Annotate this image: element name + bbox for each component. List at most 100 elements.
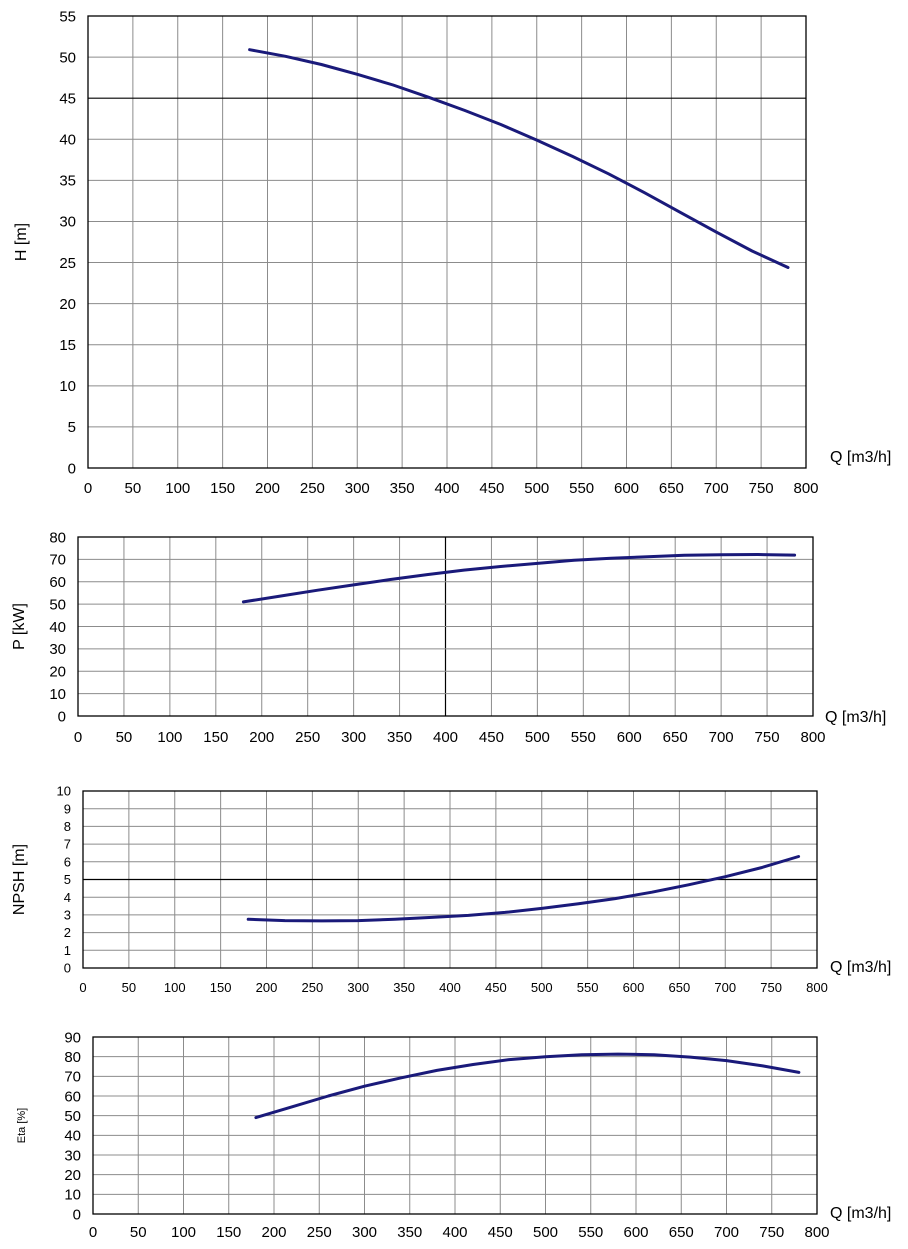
y-tick-label: 55 <box>59 8 76 25</box>
x-tick-label: 550 <box>577 980 599 995</box>
y-tick-label: 7 <box>64 837 71 852</box>
y-tick-label: 9 <box>64 801 71 816</box>
x-tick-label: 450 <box>485 980 507 995</box>
y-tick-label: 70 <box>64 1069 81 1086</box>
x-tick-label: 50 <box>130 1224 147 1241</box>
x-tick-label: 750 <box>759 1224 784 1241</box>
x-tick-label: 500 <box>531 980 553 995</box>
y-tick-label: 15 <box>59 337 76 354</box>
y-tick-label: 10 <box>64 1187 81 1204</box>
x-tick-label: 50 <box>116 729 133 746</box>
x-tick-label: 350 <box>390 480 415 497</box>
x-tick-label: 200 <box>249 729 274 746</box>
x-axis-label: Q [m3/h] <box>825 709 886 726</box>
y-tick-label: 0 <box>73 1206 81 1223</box>
y-tick-label: 0 <box>68 460 76 477</box>
x-tick-label: 50 <box>122 980 136 995</box>
x-tick-label: 150 <box>203 729 228 746</box>
series-curve-1 <box>241 553 797 604</box>
y-tick-label: 70 <box>49 552 66 569</box>
y-tick-label: 6 <box>64 854 71 869</box>
series-curve-1 <box>254 1052 801 1120</box>
x-tick-label: 500 <box>525 729 550 746</box>
y-tick-label: 4 <box>64 890 71 905</box>
y-tick-label: 50 <box>59 49 76 66</box>
x-tick-label: 550 <box>569 480 594 497</box>
y-tick-label: 10 <box>49 686 66 703</box>
x-tick-label: 800 <box>793 480 818 497</box>
x-tick-label: 350 <box>397 1224 422 1241</box>
chart-panel-2: 0 50 100 150 200 250 300 350 400 450 500 550 600 650 7… <box>11 529 886 746</box>
x-tick-label: 350 <box>393 980 415 995</box>
x-tick-label: 0 <box>84 480 92 497</box>
series-curve-1 <box>248 48 790 269</box>
x-tick-label: 300 <box>352 1224 377 1241</box>
y-tick-label: 8 <box>64 819 71 834</box>
x-tick-label: 200 <box>255 480 280 497</box>
x-tick-label: 250 <box>307 1224 332 1241</box>
y-tick-label: 35 <box>59 173 76 190</box>
x-tick-label: 600 <box>617 729 642 746</box>
x-tick-label: 300 <box>345 480 370 497</box>
x-tick-label: 700 <box>714 1224 739 1241</box>
y-tick-label: 10 <box>57 784 71 799</box>
x-tick-label: 200 <box>261 1224 286 1241</box>
x-tick-label: 700 <box>704 480 729 497</box>
x-tick-label: 300 <box>347 980 369 995</box>
x-tick-label: 750 <box>755 729 780 746</box>
chart-panel-3: 0 50 100 150 200 250 300 350 400 450 500 550 600 650 7… <box>11 784 891 995</box>
x-tick-label: 300 <box>341 729 366 746</box>
plot-frame <box>82 790 818 969</box>
x-tick-label: 350 <box>387 729 412 746</box>
y-tick-label: 3 <box>64 907 71 922</box>
x-tick-label: 600 <box>623 980 645 995</box>
y-tick-label: 0 <box>58 708 66 725</box>
x-tick-label: 400 <box>439 980 461 995</box>
y-tick-label: 90 <box>64 1029 81 1046</box>
y-tick-label: 30 <box>64 1147 81 1164</box>
plot-frame <box>92 1036 818 1215</box>
x-tick-label: 700 <box>709 729 734 746</box>
x-tick-label: 150 <box>210 980 232 995</box>
y-tick-label: 2 <box>64 925 71 940</box>
x-tick-label: 550 <box>571 729 596 746</box>
x-axis-label: Q [m3/h] <box>830 959 891 976</box>
x-tick-label: 650 <box>659 480 684 497</box>
x-tick-label: 150 <box>210 480 235 497</box>
y-tick-label: 80 <box>64 1049 81 1066</box>
x-tick-label: 0 <box>79 980 86 995</box>
y-tick-label: 1 <box>64 943 71 958</box>
y-tick-label: 60 <box>49 574 66 591</box>
x-tick-label: 800 <box>806 980 828 995</box>
y-tick-label: 40 <box>64 1128 81 1145</box>
x-tick-label: 450 <box>479 480 504 497</box>
x-tick-label: 100 <box>164 980 186 995</box>
y-tick-label: 0 <box>64 961 71 976</box>
x-tick-label: 0 <box>74 729 82 746</box>
series-curve-1 <box>246 855 801 923</box>
x-tick-label: 650 <box>669 1224 694 1241</box>
x-tick-label: 100 <box>157 729 182 746</box>
x-tick-label: 50 <box>125 480 142 497</box>
x-tick-label: 750 <box>749 480 774 497</box>
x-tick-label: 500 <box>533 1224 558 1241</box>
y-axis-label: P [kW] <box>11 603 28 650</box>
y-tick-label: 30 <box>49 641 66 658</box>
x-tick-label: 600 <box>623 1224 648 1241</box>
plot-frame <box>77 536 814 717</box>
x-tick-label: 200 <box>256 980 278 995</box>
y-tick-label: 30 <box>59 214 76 231</box>
y-axis-label: H [m] <box>13 223 30 261</box>
x-tick-label: 250 <box>295 729 320 746</box>
y-tick-label: 5 <box>68 419 76 436</box>
x-tick-label: 150 <box>216 1224 241 1241</box>
x-tick-label: 100 <box>171 1224 196 1241</box>
x-tick-label: 550 <box>578 1224 603 1241</box>
chart-panel-4: 0 50 100 150 200 250 300 350 400 450 500 550 600 650 7… <box>16 1029 891 1241</box>
y-tick-label: 20 <box>64 1167 81 1184</box>
y-tick-label: 40 <box>59 132 76 149</box>
x-tick-label: 650 <box>669 980 691 995</box>
y-tick-label: 40 <box>49 619 66 636</box>
plot-frame <box>87 15 807 469</box>
